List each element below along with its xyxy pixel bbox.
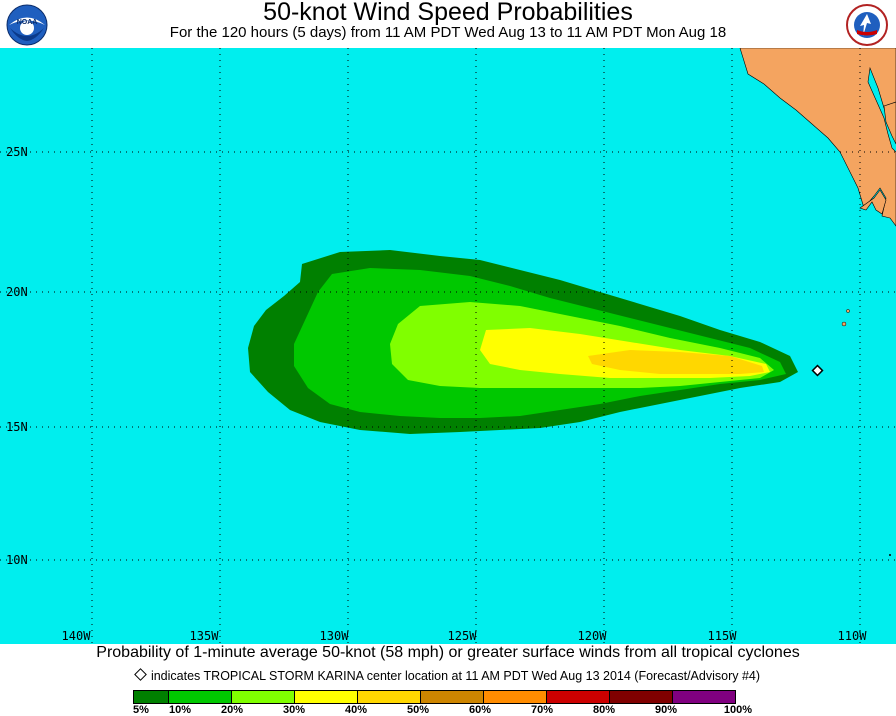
map-caption: Probability of 1-minute average 50-knot … [96, 644, 800, 661]
baja-california-land [739, 48, 896, 227]
legend-swatch [673, 691, 735, 703]
legend-swatch [547, 691, 610, 703]
legend-label: 80% [592, 704, 616, 716]
legend-swatch [610, 691, 673, 703]
storm-note-text: indicates TROPICAL STORM KARINA center l… [150, 669, 761, 683]
island [846, 309, 850, 313]
page-title: 50-knot Wind Speed Probabilities [263, 0, 633, 26]
lon-label-135w: 135W [190, 629, 220, 643]
page-subtitle: For the 120 hours (5 days) from 11 AM PD… [169, 24, 727, 41]
island [889, 554, 891, 556]
noaa-logo-text: NOAA [17, 19, 38, 26]
legend-swatch [169, 691, 232, 703]
lon-label-130w: 130W [320, 629, 350, 643]
legend-swatch [232, 691, 295, 703]
header: NOAA 50-knot Wind Speed Probabilities Fo… [0, 0, 896, 48]
mainland-mexico-land [883, 101, 896, 145]
legend-label: 5% [133, 704, 149, 716]
lon-label-115w: 115W [708, 629, 738, 643]
legend-swatch [484, 691, 547, 703]
diamond-icon [134, 668, 147, 681]
lon-label-140w: 140W [62, 629, 92, 643]
legend-swatch [421, 691, 484, 703]
legend-swatch [295, 691, 358, 703]
legend-label: 50% [406, 704, 430, 716]
probability-map: 25N 20N 15N 10N 140W 135W 130W 125W 120W… [0, 48, 896, 644]
legend-label: 90% [654, 704, 678, 716]
nws-logo-icon [846, 4, 888, 46]
legend-label: 60% [468, 704, 492, 716]
lon-label-120w: 120W [578, 629, 608, 643]
legend-label: 10% [168, 704, 192, 716]
legend-swatch [358, 691, 421, 703]
lat-label-25n: 25N [6, 145, 28, 159]
baja-tip-land [859, 189, 887, 215]
legend-label: 100% [723, 704, 753, 716]
probability-40-50-area [588, 350, 764, 374]
legend-label: 40% [344, 704, 368, 716]
storm-note: indicates TROPICAL STORM KARINA center l… [0, 668, 896, 683]
island [841, 321, 847, 327]
legend-label: 20% [220, 704, 244, 716]
legend-label: 30% [282, 704, 306, 716]
lon-label-125w: 125W [448, 629, 478, 643]
legend-swatch [134, 691, 169, 703]
lat-label-15n: 15N [6, 420, 28, 434]
legend-label: 70% [530, 704, 554, 716]
footer: Probability of 1-minute average 50-knot … [0, 644, 896, 716]
probability-legend-bar [133, 690, 736, 704]
lat-label-20n: 20N [6, 285, 28, 299]
noaa-logo-icon: NOAA [6, 4, 48, 46]
lat-label-10n: 10N [6, 553, 28, 567]
lon-label-110w: 110W [838, 629, 868, 643]
storm-center-diamond-icon [811, 364, 824, 377]
